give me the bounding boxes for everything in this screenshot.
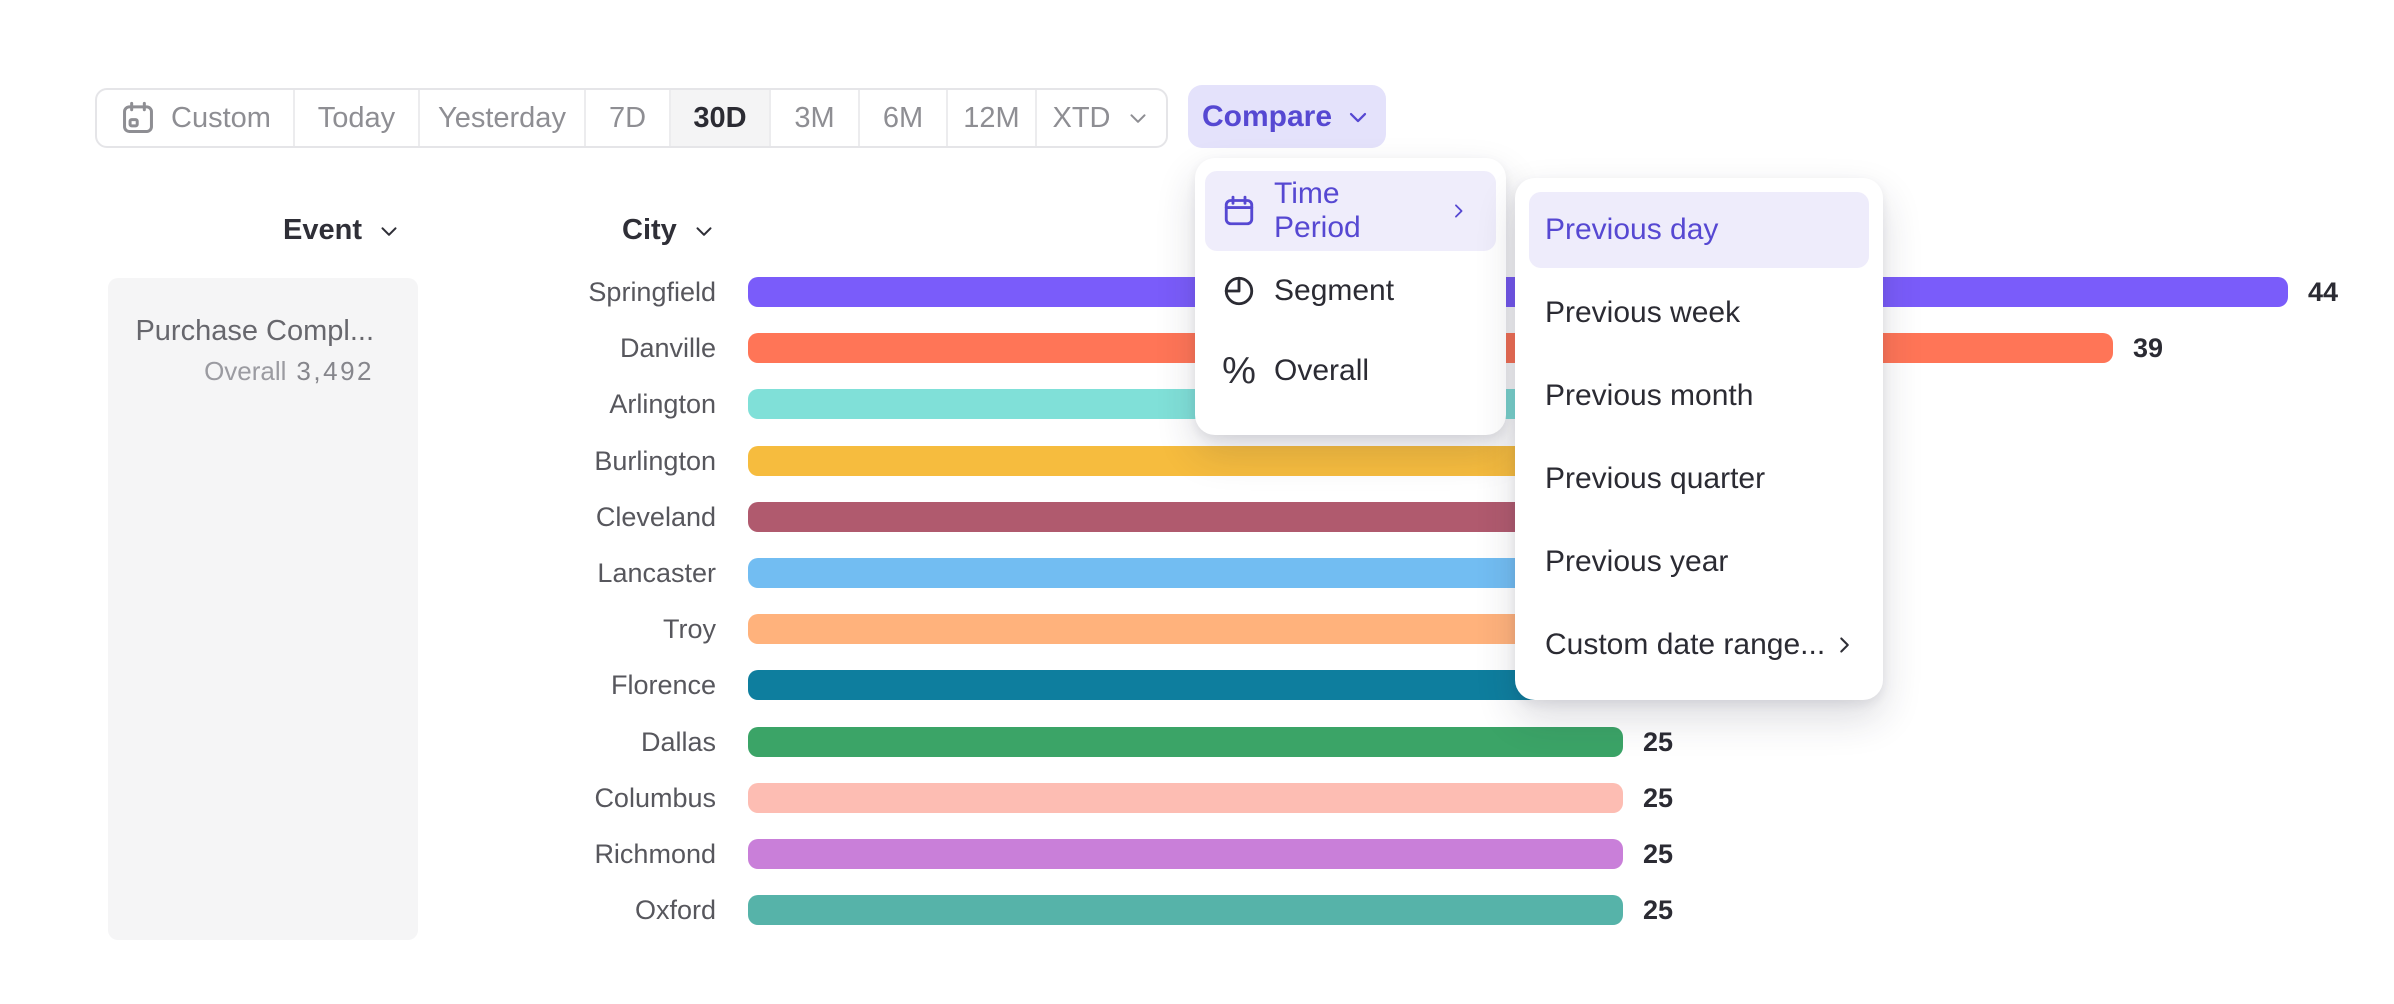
city-label: Columbus <box>594 783 716 813</box>
menu-item-overall[interactable]: % Overall <box>1222 350 1370 392</box>
date-range-7d[interactable]: 7D <box>586 90 671 146</box>
bar-value: 25 <box>1643 839 1674 869</box>
time-period-submenu: Previous day Previous week Previous mont… <box>1515 178 1883 700</box>
date-range-toolbar: Custom Today Yesterday 7D 30D 3M 6M 12M … <box>95 88 1168 148</box>
date-range-yesterday[interactable]: Yesterday <box>420 90 586 146</box>
bar[interactable] <box>748 670 1658 700</box>
submenu-item-custom-date-range[interactable]: Custom date range... <box>1529 607 1869 683</box>
date-range-30d-selected[interactable]: 30D <box>671 90 771 146</box>
city-label: Burlington <box>594 446 716 476</box>
bar[interactable] <box>748 783 1623 813</box>
city-label: Oxford <box>634 895 716 925</box>
bar-value: 39 <box>2133 333 2164 363</box>
date-range-3m[interactable]: 3M <box>771 90 860 146</box>
calendar-icon <box>123 101 153 133</box>
chevron-down-icon <box>696 226 712 236</box>
chevron-down-icon <box>381 226 397 236</box>
bar-value: 25 <box>1643 895 1674 925</box>
calendar-icon <box>1221 193 1257 229</box>
city-column-header[interactable]: City <box>622 214 717 247</box>
percent-icon: % <box>1222 350 1256 392</box>
submenu-item-previous-week[interactable]: Previous week <box>1545 296 1741 329</box>
menu-item-segment[interactable]: Segment <box>1205 251 1496 331</box>
date-range-custom-label: Custom <box>171 101 271 134</box>
bar-value: 25 <box>1643 783 1674 813</box>
city-label: Troy <box>663 614 716 644</box>
bar-value: 25 <box>1643 727 1674 757</box>
city-label: Florence <box>610 670 716 700</box>
chevron-down-icon <box>1349 112 1367 122</box>
bar[interactable] <box>748 839 1623 869</box>
city-label: Richmond <box>594 839 716 869</box>
submenu-item-previous-day[interactable]: Previous day <box>1529 192 1869 268</box>
overall-label: Overall <box>204 356 287 386</box>
chevron-down-icon <box>1129 114 1146 123</box>
city-label: Cleveland <box>595 502 716 532</box>
bar[interactable] <box>748 895 1623 925</box>
event-name: Purchase Compl... <box>135 315 374 347</box>
compare-button[interactable]: Compare <box>1188 85 1386 148</box>
overall-value: 3,492 <box>296 356 374 386</box>
date-range-custom[interactable]: Custom <box>97 90 295 146</box>
bar[interactable] <box>748 727 1623 757</box>
chevron-right-icon <box>1840 637 1849 653</box>
date-range-xtd[interactable]: XTD <box>1037 90 1166 146</box>
event-card[interactable]: Purchase Compl... Overall 3,492 <box>108 278 418 940</box>
city-label: Arlington <box>609 389 716 419</box>
segment-icon <box>1221 273 1257 309</box>
date-range-today[interactable]: Today <box>295 90 420 146</box>
city-label: Danville <box>619 333 716 363</box>
submenu-item-previous-month[interactable]: Previous month <box>1545 379 1754 412</box>
city-label: Springfield <box>588 277 716 307</box>
submenu-item-previous-year[interactable]: Previous year <box>1545 545 1729 578</box>
date-range-6m[interactable]: 6M <box>860 90 948 146</box>
compare-menu: Time Period Segment % Overall <box>1195 158 1506 435</box>
city-label: Lancaster <box>597 558 716 588</box>
menu-item-time-period[interactable]: Time Period <box>1205 171 1496 251</box>
submenu-item-previous-quarter[interactable]: Previous quarter <box>1545 462 1766 495</box>
event-overall-row: Overall 3,492 <box>108 356 374 387</box>
event-column-header[interactable]: Event <box>283 214 402 247</box>
chevron-right-icon <box>1455 204 1463 218</box>
date-range-12m[interactable]: 12M <box>948 90 1037 146</box>
bar-value: 44 <box>2308 277 2339 307</box>
city-label: Dallas <box>640 727 716 757</box>
